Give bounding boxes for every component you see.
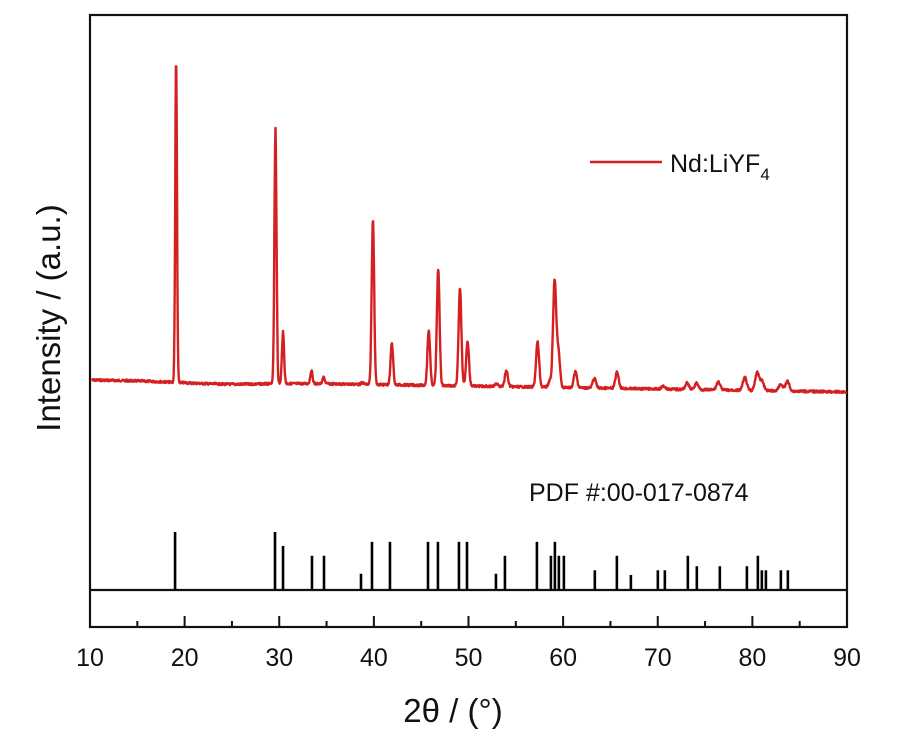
x-tick-label: 30 <box>265 644 293 672</box>
x-axis-title: 2θ / (°) <box>403 692 502 729</box>
x-axis-ticks <box>89 616 848 627</box>
plot-border <box>88 13 849 629</box>
x-tick-label: 60 <box>549 644 577 672</box>
x-tick-label: 90 <box>833 644 861 672</box>
x-tick-label: 40 <box>360 644 388 672</box>
x-tick-label: 70 <box>644 644 672 672</box>
legend-label: Nd:LiYF4 <box>670 150 770 184</box>
reference-card-label: PDF #:00-017-0874 <box>529 479 749 507</box>
x-tick-label: 20 <box>171 644 199 672</box>
y-axis-title: Intensity / (a.u.) <box>30 204 67 431</box>
plot-frame <box>88 13 849 629</box>
xrd-pattern-line <box>91 65 848 395</box>
reference-sticks <box>173 532 790 590</box>
x-tick-label: 80 <box>738 644 766 672</box>
x-tick-label: 10 <box>76 644 104 672</box>
x-tick-label: 50 <box>455 644 483 672</box>
legend: Nd:LiYF4 <box>590 150 770 184</box>
x-axis-tick-labels: 10 20 30 40 50 60 70 80 90 <box>76 644 861 672</box>
